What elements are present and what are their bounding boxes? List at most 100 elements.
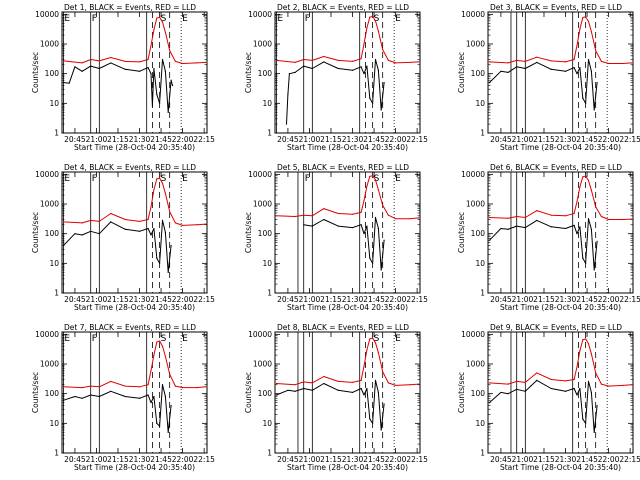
- data-point-lld: [576, 44, 578, 46]
- panel-title: Det 7, BLACK = Events, RED = LLD: [64, 323, 196, 332]
- y-tick-label: 1000: [253, 200, 272, 209]
- data-point-events: [98, 67, 100, 70]
- y-tick-label: 1000: [466, 360, 485, 369]
- panel-title: Det 2, BLACK = Events, RED = LLD: [277, 3, 409, 12]
- event-marker-label: S: [161, 334, 167, 344]
- data-point-lld: [147, 384, 149, 386]
- data-point-lld: [98, 60, 100, 62]
- y-tick-label: 10000: [248, 330, 272, 339]
- data-point-lld: [387, 382, 390, 384]
- data-point-lld: [372, 337, 374, 339]
- data-point-events: [62, 244, 65, 247]
- data-point-lld: [323, 55, 325, 58]
- data-point-events: [161, 384, 164, 386]
- data-point-events: [68, 82, 70, 84]
- data-point-events: [147, 227, 149, 230]
- data-point-events: [351, 69, 354, 71]
- data-point-lld: [394, 62, 397, 64]
- x-axis-label: Start Time (28-Oct-04 20:35:40): [74, 463, 195, 472]
- panel-title: Det 3, BLACK = Events, RED = LLD: [490, 3, 622, 12]
- data-point-lld: [90, 58, 92, 61]
- plot-frame: [487, 171, 634, 294]
- data-point-events: [164, 231, 166, 234]
- data-point-lld: [351, 213, 354, 215]
- x-tick-label: 21:00: [512, 455, 534, 464]
- data-point-lld: [582, 176, 584, 178]
- event-marker-label: E: [64, 334, 70, 344]
- event-marker-label: E: [182, 14, 188, 24]
- event-marker-label: S: [161, 14, 167, 24]
- data-point-lld: [382, 204, 384, 206]
- y-tick-label: 10000: [461, 10, 485, 19]
- x-tick-label: 21:15: [107, 295, 129, 304]
- x-tick-label: 21:00: [512, 295, 534, 304]
- data-point-lld: [600, 215, 603, 218]
- plot-frame: [487, 331, 634, 454]
- data-point-lld: [394, 218, 397, 220]
- data-point-lld: [90, 219, 92, 222]
- data-point-events: [524, 390, 526, 392]
- y-tick-label: 10: [49, 99, 59, 108]
- data-point-events: [363, 73, 365, 75]
- data-point-events: [576, 394, 578, 396]
- data-point-events: [369, 257, 371, 259]
- data-point-events: [90, 65, 92, 67]
- data-point-events: [507, 228, 509, 230]
- data-point-events: [303, 224, 305, 226]
- y-tick-label: 100: [45, 69, 60, 78]
- y-tick-label: 10000: [461, 330, 485, 339]
- y-tick-label: 10: [475, 259, 485, 268]
- detector-panel-6: Det 6, BLACK = Events, RED = LLD 1 10 100 10…: [457, 163, 640, 312]
- y-tick-label: 1000: [40, 40, 59, 49]
- event-marker-label: S: [374, 334, 380, 344]
- x-tick-label: 21:15: [320, 295, 342, 304]
- data-point-lld: [311, 382, 313, 384]
- detector-panel-1: Det 1, BLACK = Events, RED = LLD 1 10 100 10…: [31, 3, 215, 152]
- data-point-lld: [600, 60, 603, 62]
- data-point-events: [579, 387, 581, 390]
- x-tick-label: 21:30: [129, 295, 151, 304]
- y-tick-label: 10000: [461, 170, 485, 179]
- y-tick-label: 10000: [248, 10, 272, 19]
- data-point-events: [81, 234, 83, 236]
- detector-panel-9: Det 9, BLACK = Events, RED = LLD 1 10 100 10…: [457, 323, 640, 472]
- data-point-events: [153, 67, 155, 70]
- event-marker-label: E: [64, 14, 70, 24]
- data-point-lld: [351, 381, 354, 383]
- data-point-events: [81, 70, 83, 72]
- x-tick-label: 22:15: [406, 295, 428, 304]
- data-point-events: [500, 70, 502, 72]
- x-tick-label: 21:30: [555, 135, 577, 144]
- data-point-events: [596, 82, 598, 84]
- data-point-lld: [147, 218, 149, 221]
- x-tick-label: 21:30: [342, 135, 364, 144]
- x-tick-label: 21:30: [342, 295, 364, 304]
- data-point-lld: [98, 386, 100, 388]
- x-tick-label: 21:15: [320, 135, 342, 144]
- data-point-lld: [159, 177, 161, 179]
- y-tick-label: 100: [258, 389, 273, 398]
- data-point-events: [536, 219, 538, 222]
- x-tick-label: 22:15: [619, 135, 640, 144]
- x-tick-label: 20:45: [64, 135, 86, 144]
- event-marker-label: E: [182, 334, 188, 344]
- data-point-lld: [600, 383, 603, 385]
- plot-frame: [487, 11, 634, 134]
- data-point-lld: [303, 381, 305, 383]
- data-point-lld: [174, 60, 177, 62]
- event-marker-label: E: [395, 334, 401, 344]
- data-point-lld: [204, 223, 207, 225]
- data-point-lld: [622, 384, 624, 387]
- x-axis-label: Start Time (28-Oct-04 20:35:40): [287, 463, 408, 472]
- event-marker-label: F: [305, 14, 310, 24]
- data-point-lld: [164, 355, 166, 358]
- data-point-lld: [169, 211, 171, 213]
- y-tick-label: 10: [262, 419, 272, 428]
- y-axis-label: Counts/sec: [244, 52, 253, 93]
- data-point-events: [90, 230, 92, 232]
- data-point-events: [294, 71, 296, 74]
- x-tick-label: 21:30: [129, 135, 151, 144]
- data-point-lld: [169, 373, 171, 375]
- y-tick-label: 1000: [466, 200, 485, 209]
